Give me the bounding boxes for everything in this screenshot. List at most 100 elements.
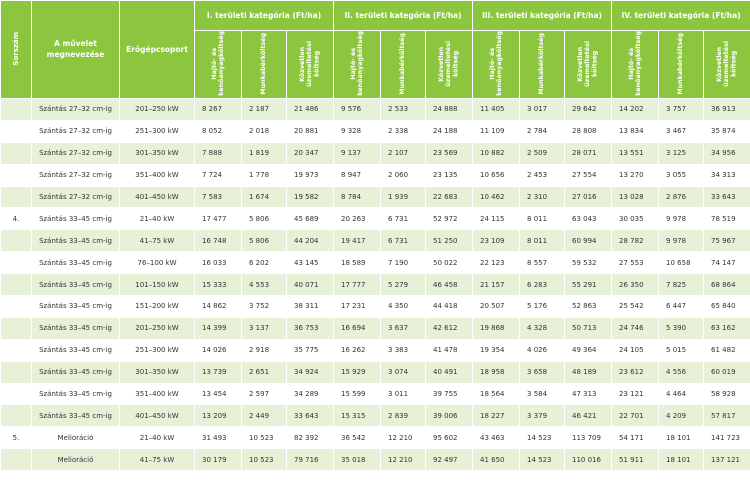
labour-cost-header-cat1: Munkabérköltség <box>241 30 287 99</box>
sorszam-cell <box>0 98 32 121</box>
operation-cell: Szántás 33–45 cm-ig <box>31 229 120 253</box>
value-cell: 28 808 <box>564 119 613 143</box>
value-cell: 5 279 <box>380 273 427 297</box>
power-group-cell: 76–100 kW <box>119 251 195 275</box>
value-cell: 113 709 <box>564 426 613 450</box>
fuel-cost-header-cat3: Hajtó- és kenőanyagköltség <box>472 30 521 99</box>
value-cell: 19 354 <box>472 338 521 362</box>
value-cell: 16 694 <box>333 316 382 340</box>
fuel-cost-header-cat2: Hajtó- és kenőanyagköltség <box>333 30 382 99</box>
value-cell: 22 683 <box>425 185 474 209</box>
value-cell: 3 017 <box>519 98 566 121</box>
value-cell: 50 713 <box>564 316 613 340</box>
sorszam-cell <box>0 185 32 209</box>
fuel-cost-header-cat1: Hajtó- és kenőanyagköltség <box>194 30 242 99</box>
value-cell: 7 724 <box>194 163 242 187</box>
value-cell: 58 928 <box>703 382 750 406</box>
value-cell: 39 006 <box>425 404 474 428</box>
table-row: Melioráció 41–75 kW 30 179 10 523 79 716 35 0… <box>0 448 750 472</box>
table-row: Szántás 27–32 cm-ig 351–400 kW 7 724 1 778 1… <box>0 163 750 187</box>
value-cell: 33 643 <box>703 185 750 209</box>
value-cell: 18 101 <box>658 426 705 450</box>
value-cell: 3 074 <box>380 360 427 384</box>
operation-cell: Szántás 27–32 cm-ig <box>31 141 120 165</box>
value-cell: 5 806 <box>241 207 287 231</box>
value-cell: 19 868 <box>472 316 521 340</box>
value-cell: 23 569 <box>425 141 474 165</box>
power-group-cell: 41–75 kW <box>119 448 195 472</box>
sorszam-cell <box>0 404 32 428</box>
value-cell: 22 123 <box>472 251 521 275</box>
value-cell: 20 347 <box>285 141 335 165</box>
power-group-cell: 251–300 kW <box>119 119 195 143</box>
value-cell: 13 739 <box>194 360 242 384</box>
value-cell: 23 612 <box>611 360 660 384</box>
value-cell: 68 864 <box>703 273 750 297</box>
value-cell: 24 188 <box>425 119 474 143</box>
value-cell: 23 135 <box>425 163 474 187</box>
sorszam-cell <box>0 448 32 472</box>
table-row: 5. Melioráció 21–40 kW 31 493 10 523 82 392 36… <box>0 426 750 450</box>
value-cell: 8 784 <box>333 185 382 209</box>
operation-cell: Szántás 33–45 cm-ig <box>31 404 120 428</box>
sorszam-cell: 4. <box>0 207 32 231</box>
cost-table: Sorszám A művelet megnevezése Erőgépcsop… <box>0 0 750 472</box>
value-cell: 22 701 <box>611 404 660 428</box>
value-cell: 2 918 <box>241 338 287 362</box>
value-cell: 8 052 <box>194 119 242 143</box>
value-cell: 39 755 <box>425 382 474 406</box>
labour-cost-header-label: Munkabérköltség <box>399 32 407 95</box>
value-cell: 3 379 <box>519 404 566 428</box>
value-cell: 19 582 <box>285 185 335 209</box>
table-row: Szántás 27–32 cm-ig 401–450 kW 7 583 1 674 1… <box>0 185 750 209</box>
header-category-2: II. területi kategória (Ft/ha) <box>333 0 474 31</box>
value-cell: 13 834 <box>611 119 660 143</box>
value-cell: 82 392 <box>285 426 335 450</box>
labour-cost-header-cat2: Munkabérköltség <box>380 30 427 99</box>
fuel-cost-header-label: Hajtó- és kenőanyagköltség <box>627 31 643 96</box>
table-row: Szántás 33–45 cm-ig 151–200 kW 14 862 3 752… <box>0 295 750 318</box>
value-cell: 75 967 <box>703 229 750 253</box>
value-cell: 10 658 <box>658 251 705 275</box>
value-cell: 15 315 <box>333 404 382 428</box>
value-cell: 8 011 <box>519 207 566 231</box>
labour-cost-header-cat3: Munkabérköltség <box>519 30 566 99</box>
value-cell: 48 189 <box>564 360 613 384</box>
value-cell: 13 209 <box>194 404 242 428</box>
operating-cost-header-label: Közvetlen üzemeltetési költség <box>577 40 599 87</box>
labour-cost-header-cat4: Munkabérköltség <box>658 30 705 99</box>
value-cell: 20 881 <box>285 119 335 143</box>
sorszam-cell <box>0 316 32 340</box>
value-cell: 4 328 <box>519 316 566 340</box>
value-cell: 5 176 <box>519 295 566 318</box>
value-cell: 19 973 <box>285 163 335 187</box>
value-cell: 16 748 <box>194 229 242 253</box>
value-cell: 28 071 <box>564 141 613 165</box>
value-cell: 11 109 <box>472 119 521 143</box>
value-cell: 9 576 <box>333 98 382 121</box>
value-cell: 8 557 <box>519 251 566 275</box>
operating-cost-header-cat1: Közvetlen üzemeltetési költség <box>285 30 335 99</box>
operation-cell: Melioráció <box>31 426 120 450</box>
value-cell: 13 270 <box>611 163 660 187</box>
value-cell: 10 656 <box>472 163 521 187</box>
value-cell: 54 171 <box>611 426 660 450</box>
value-cell: 4 026 <box>519 338 566 362</box>
value-cell: 12 210 <box>380 426 427 450</box>
value-cell: 35 874 <box>703 119 750 143</box>
value-cell: 1 939 <box>380 185 427 209</box>
value-cell: 13 551 <box>611 141 660 165</box>
value-cell: 60 019 <box>703 360 750 384</box>
value-cell: 23 121 <box>611 382 660 406</box>
value-cell: 24 888 <box>425 98 474 121</box>
value-cell: 41 650 <box>472 448 521 472</box>
operation-cell: Szántás 33–45 cm-ig <box>31 207 120 231</box>
sorszam-cell <box>0 229 32 253</box>
operation-cell: Szántás 33–45 cm-ig <box>31 382 120 406</box>
operation-cell: Szántás 33–45 cm-ig <box>31 338 120 362</box>
value-cell: 38 311 <box>285 295 335 318</box>
value-cell: 41 478 <box>425 338 474 362</box>
value-cell: 17 231 <box>333 295 382 318</box>
power-group-cell: 401–450 kW <box>119 185 195 209</box>
sorszam-cell <box>0 251 32 275</box>
